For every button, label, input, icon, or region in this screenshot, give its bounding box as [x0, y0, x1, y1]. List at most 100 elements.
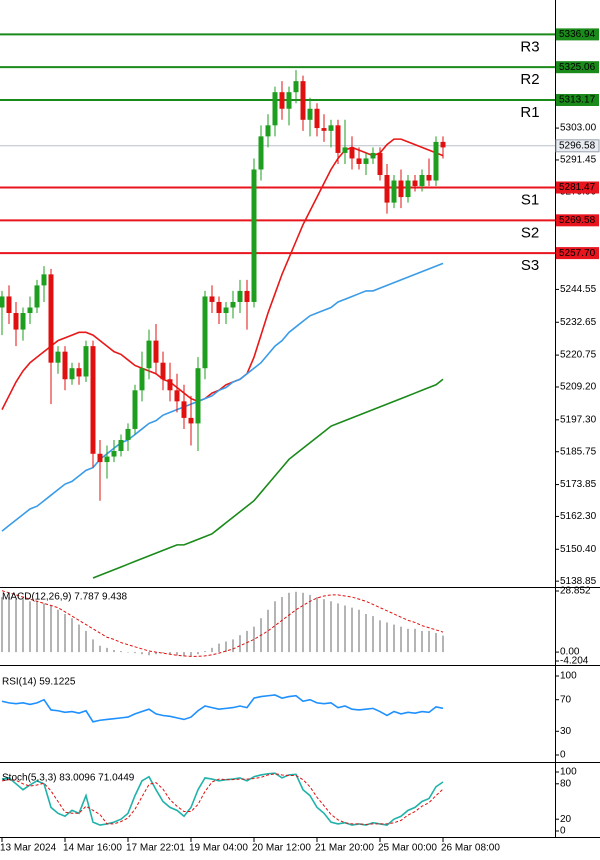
panel-title: MACD(12,26,9) 7.787 9.438 [2, 592, 128, 603]
histogram-bar [1, 597, 3, 653]
candle-body [377, 152, 383, 175]
candle-body [125, 428, 131, 440]
histogram-bar [50, 605, 52, 653]
histogram-bar [372, 616, 374, 653]
histogram-bar [106, 647, 108, 653]
histogram-bar [43, 603, 45, 653]
histogram-bar [316, 597, 318, 653]
y-tick-label: 0.00 [560, 647, 580, 658]
candle-body [370, 152, 376, 159]
histogram-bar [407, 628, 409, 653]
candle-body [335, 125, 341, 153]
candle-body [188, 417, 194, 424]
histogram-bar [29, 601, 31, 653]
level-price-label: 5313.17 [559, 95, 596, 106]
candle-body [314, 108, 320, 129]
y-tick-label: 5244.55 [560, 284, 597, 295]
candle-body [34, 285, 40, 308]
candle-body [48, 274, 54, 363]
histogram-bar [337, 603, 339, 653]
x-tick-label: 26 Mar 08:00 [441, 843, 500, 854]
moving-average [1, 138, 444, 410]
histogram-bar [155, 652, 157, 655]
indicator-line [1, 694, 444, 723]
y-tick-label: 5185.75 [560, 446, 597, 457]
candle-body [426, 174, 432, 181]
histogram-bar [295, 591, 297, 653]
y-tick-label: 28.852 [560, 586, 591, 597]
candle-body [244, 290, 250, 302]
candle-body [111, 451, 117, 457]
histogram-bar [204, 651, 206, 653]
candle-body [398, 180, 404, 198]
y-tick-label: 5209.20 [560, 382, 597, 393]
candle-body [160, 362, 166, 380]
histogram-bar [267, 609, 269, 653]
candle-body [405, 180, 411, 198]
level-name: S1 [521, 191, 539, 208]
histogram-bar [64, 613, 66, 653]
histogram-bar [8, 597, 10, 653]
y-tick-label: 100 [560, 671, 577, 682]
histogram-bar [253, 626, 255, 653]
y-tick-label: 20 [560, 814, 572, 825]
x-tick-label: 17 Mar 22:01 [126, 843, 185, 854]
candle-body [181, 401, 187, 418]
candle-body [209, 296, 215, 302]
candle-body [286, 92, 292, 109]
candle-body [146, 340, 152, 369]
y-tick-label: 5232.65 [560, 317, 597, 328]
candle-body [258, 136, 264, 170]
y-tick-label: 5291.45 [560, 155, 597, 166]
histogram-bar [92, 639, 94, 653]
histogram-bar [162, 652, 164, 654]
histogram-bar [239, 635, 241, 653]
y-tick-label: 5162.30 [560, 511, 597, 522]
histogram-bar [365, 613, 367, 653]
candle-body [349, 147, 355, 159]
y-tick-label: 5220.75 [560, 350, 597, 361]
y-tick-label: 70 [560, 694, 572, 705]
candle-body [55, 351, 61, 363]
y-tick-label: -4.204 [560, 656, 589, 667]
histogram-bar [15, 599, 17, 653]
y-tick-label: 80 [560, 778, 572, 789]
histogram-bar [211, 647, 213, 653]
y-tick-label: 100 [560, 767, 577, 778]
candle-body [0, 296, 5, 308]
histogram-bar [428, 630, 430, 653]
y-tick-label: 5173.85 [560, 479, 597, 490]
histogram-bar [190, 652, 192, 657]
histogram-bar [288, 592, 290, 653]
x-tick-label: 20 Mar 12:00 [252, 843, 311, 854]
panel-title: RSI(14) 59.1225 [2, 677, 76, 688]
histogram-bar [134, 652, 136, 654]
x-tick-label: 13 Mar 2024 [0, 843, 57, 854]
candle-body [279, 92, 285, 109]
y-tick-label: 30 [560, 726, 572, 737]
candle-body [27, 307, 33, 314]
candle-body [300, 81, 306, 120]
candle-body [20, 313, 26, 330]
y-tick-label: 5197.30 [560, 414, 597, 425]
x-tick-label: 19 Mar 04:00 [189, 843, 248, 854]
histogram-bar [232, 639, 234, 653]
histogram-bar [22, 599, 24, 653]
histogram-bar [393, 624, 395, 653]
histogram-bar [379, 620, 381, 653]
histogram-bar [386, 622, 388, 653]
candle-body [321, 128, 327, 131]
histogram-bar [351, 607, 353, 653]
histogram-bar [274, 601, 276, 653]
candle-body [237, 290, 243, 302]
level-price-box [556, 247, 599, 260]
moving-average [1, 262, 444, 532]
candle-body [265, 125, 271, 137]
current-price-label: 5296.58 [559, 140, 596, 151]
candle-body [132, 390, 138, 429]
candle-body [202, 296, 208, 369]
histogram-bar [246, 630, 248, 653]
